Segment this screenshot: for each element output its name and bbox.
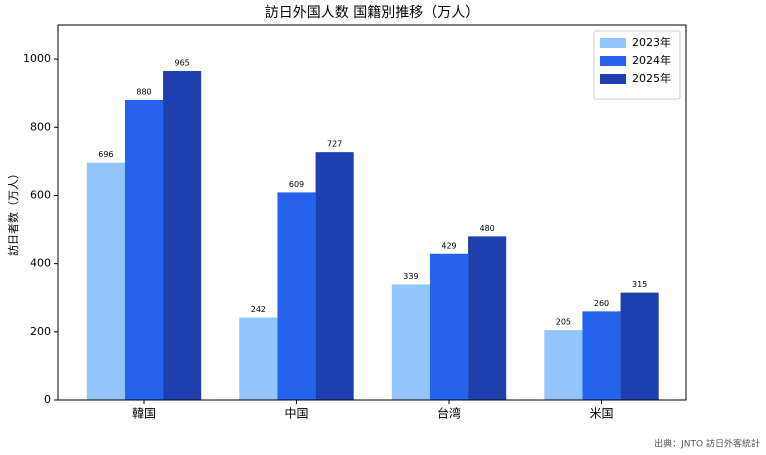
bar	[468, 236, 507, 400]
chart-title: 訪日外国人数 国籍別推移（万人）	[265, 4, 479, 21]
value-label: 880	[136, 88, 151, 97]
y-tick-label: 800	[30, 120, 51, 133]
legend-label: 2023年	[632, 35, 671, 49]
y-tick-label: 400	[30, 257, 51, 270]
value-label: 480	[479, 224, 494, 233]
bar	[544, 330, 583, 400]
value-label: 242	[251, 305, 266, 314]
bar	[124, 100, 164, 400]
value-label: 205	[556, 318, 571, 327]
value-label: 429	[441, 241, 456, 250]
bar	[391, 284, 430, 400]
source-note: 出典：JNTO 訪日外客統計	[654, 438, 760, 450]
bar	[239, 317, 278, 400]
y-tick-label: 600	[30, 188, 51, 201]
bar	[582, 311, 621, 400]
bar	[86, 162, 125, 400]
y-tick-label: 200	[30, 325, 51, 338]
legend-swatch	[600, 38, 626, 48]
bar	[620, 292, 659, 400]
x-tick-label: 台湾	[437, 406, 461, 421]
bar	[163, 71, 202, 400]
value-label: 965	[174, 59, 189, 68]
legend-swatch	[600, 56, 626, 66]
value-label: 727	[327, 140, 342, 149]
bar	[315, 152, 354, 400]
legend-label: 2025年	[632, 71, 671, 85]
value-label: 339	[403, 272, 418, 281]
legend-label: 2024年	[632, 53, 671, 67]
x-tick-label: 韓国	[132, 407, 156, 421]
y-tick-label: 0	[44, 393, 51, 406]
y-axis-label: 訪日者数（万人）	[6, 168, 20, 256]
legend-swatch	[600, 74, 626, 84]
x-tick-label: 中国	[284, 406, 308, 421]
bar	[277, 192, 316, 400]
x-tick-label: 米国	[589, 407, 613, 421]
value-label: 260	[594, 299, 609, 308]
value-label: 315	[632, 280, 647, 289]
value-label: 609	[289, 180, 304, 189]
value-label: 696	[98, 150, 113, 159]
plot-frame	[57, 24, 687, 401]
y-tick-label: 1000	[23, 52, 51, 65]
bar	[429, 253, 469, 400]
